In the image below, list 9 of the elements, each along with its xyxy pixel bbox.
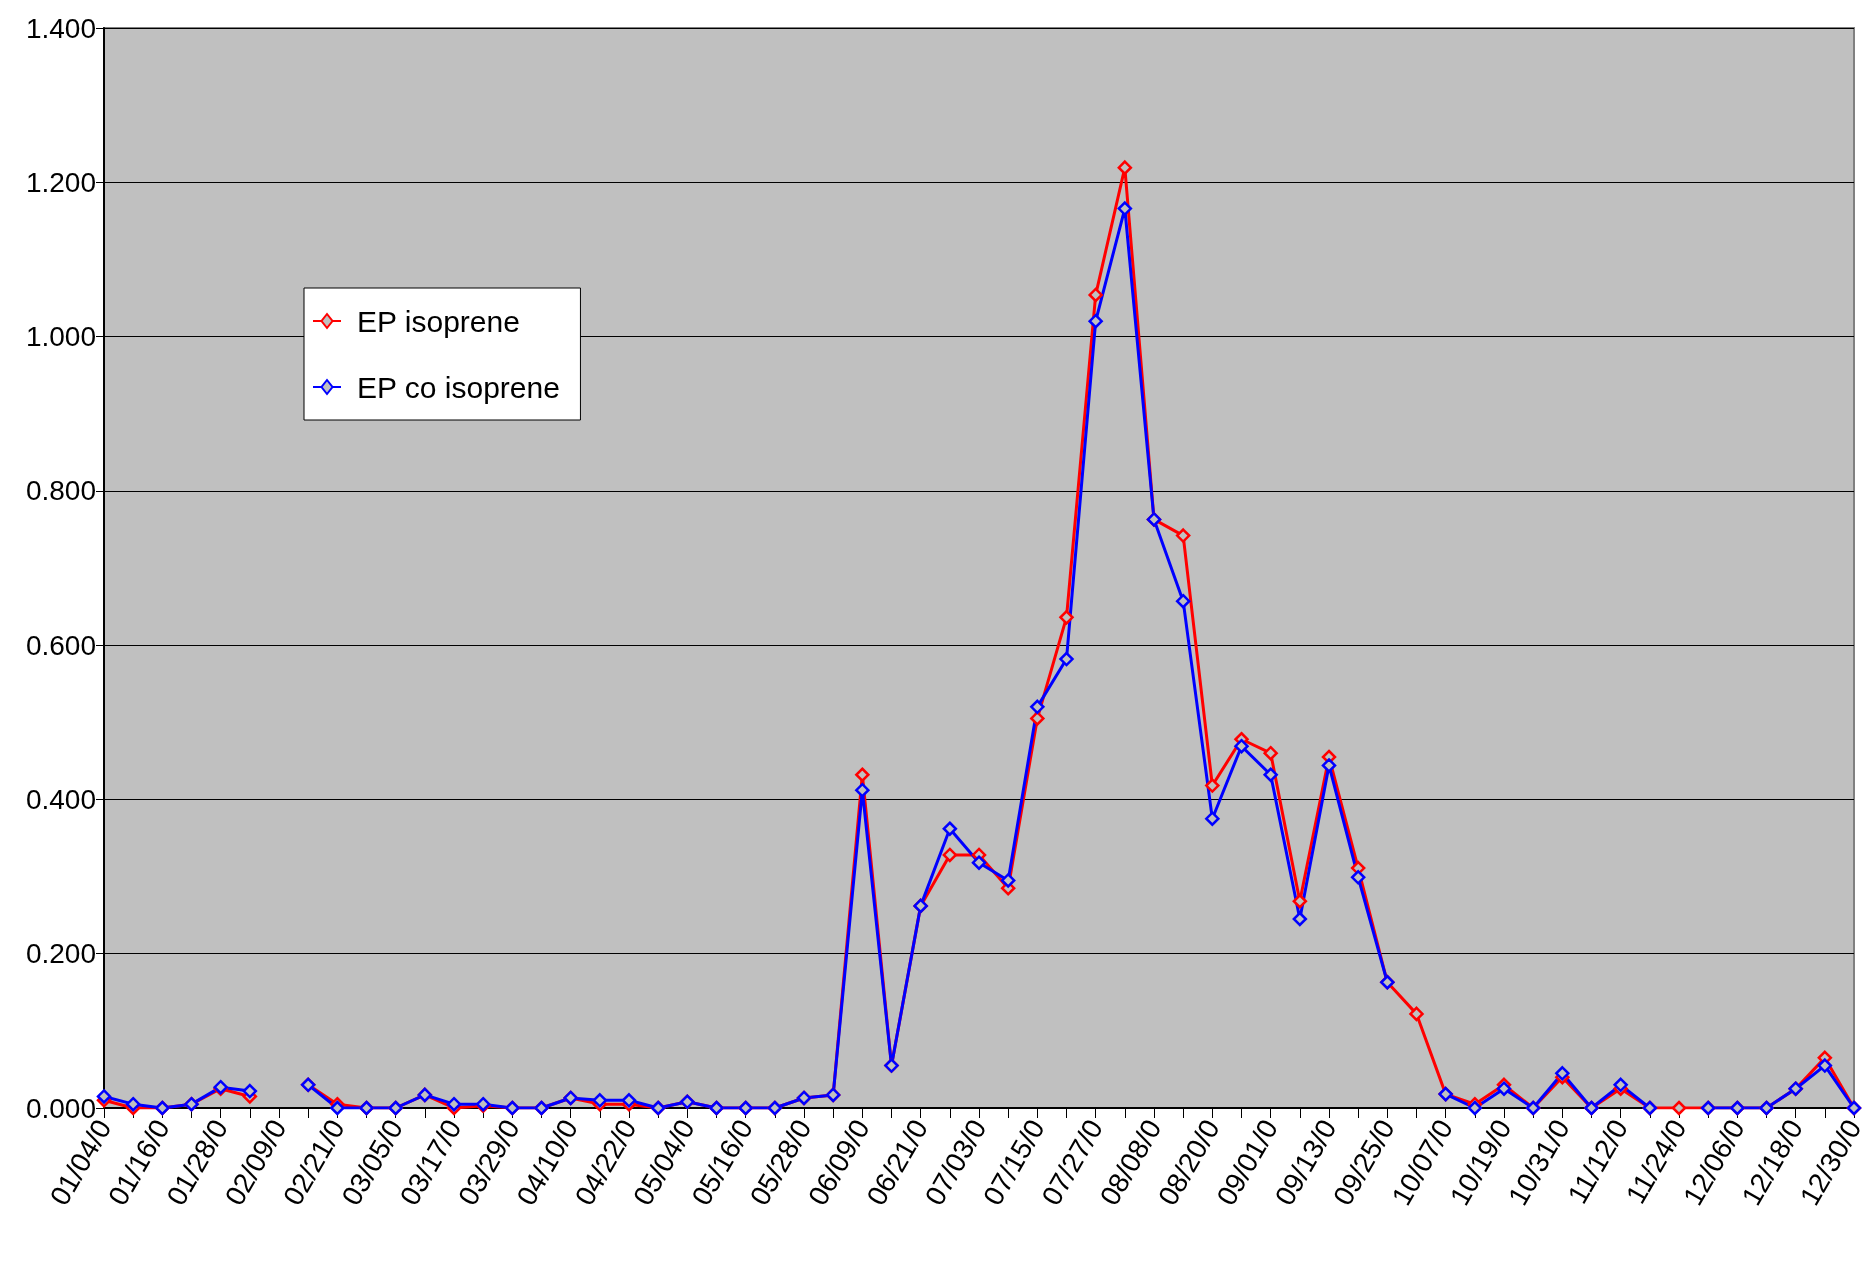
- y-tick-label: 1.200: [25, 166, 96, 198]
- y-tick-label: 0.600: [25, 629, 96, 661]
- y-tick-label: 1.000: [25, 321, 96, 353]
- y-tick-label: 0.400: [25, 783, 96, 815]
- legend-label: EP isoprene: [357, 304, 520, 338]
- y-tick-label: 0.200: [25, 938, 96, 970]
- legend-label: EP co isoprene: [357, 370, 560, 404]
- y-tick-label: 0.800: [25, 475, 96, 507]
- y-tick-label: 1.400: [25, 12, 96, 44]
